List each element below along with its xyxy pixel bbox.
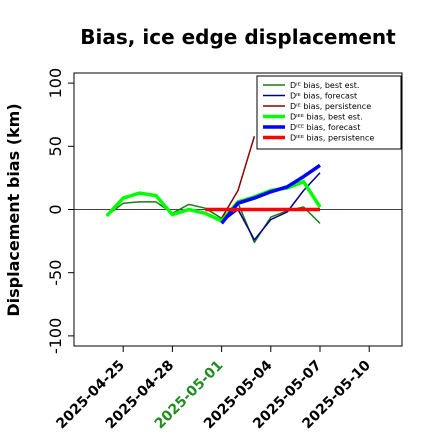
legend: Dᴵᴱ bias, best est.Dᴵᴱ bias, forecastDᴵᴱ… xyxy=(256,75,402,150)
y-tick-label: -50 xyxy=(46,260,65,286)
legend-entry: Dᴵᴱᴱ bias, best est. xyxy=(290,113,363,122)
y-tick-label: -100 xyxy=(46,318,65,354)
series-line-5 xyxy=(220,163,321,225)
legend-entry: Dᴵᴱᴱ bias, forecast xyxy=(290,123,360,132)
plot-area: -100-500501002025-04-252025-04-282025-05… xyxy=(46,68,403,432)
y-axis-label: Displacement bias (km) xyxy=(4,103,23,316)
series-line-1 xyxy=(106,201,321,244)
y-tick-label: 0 xyxy=(46,204,65,214)
series-line-3 xyxy=(220,135,256,219)
legend-entry: Dᴵᴱ bias, forecast xyxy=(290,92,357,101)
legend-entry: Dᴵᴱᴱ bias, persistence xyxy=(290,134,374,143)
chart-title: Bias, ice edge displacement xyxy=(80,25,396,49)
legend-entry: Dᴵᴱ bias, persistence xyxy=(290,102,371,111)
legend-entry: Dᴵᴱ bias, best est. xyxy=(290,81,359,90)
y-tick-label: 50 xyxy=(46,136,65,156)
y-tick-label: 100 xyxy=(46,68,65,99)
